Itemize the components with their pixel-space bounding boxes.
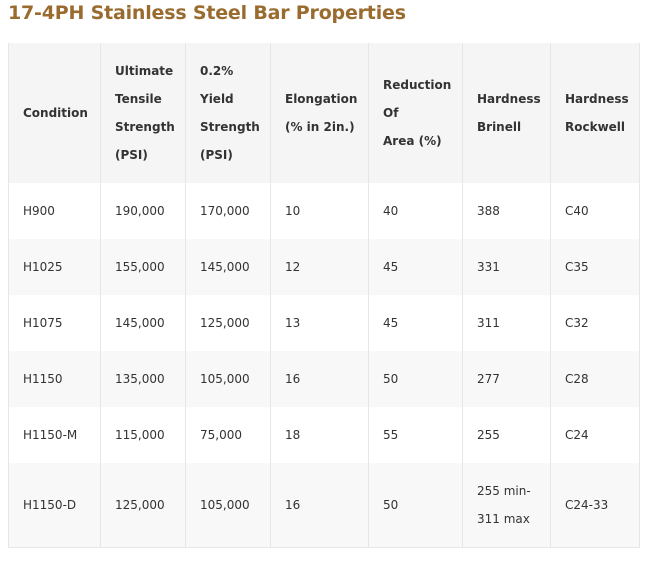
cell-elongation: 12 — [270, 239, 369, 295]
table-row: H1150-M 115,000 75,000 18 55 255 C24 — [8, 407, 640, 463]
cell-condition: H900 — [8, 183, 101, 239]
cell-line: 311 max — [477, 512, 530, 526]
column-header-yield-strength: 0.2% Yield Strength (PSI) — [185, 43, 271, 183]
cell-line: 331 — [477, 260, 500, 274]
cell-hardness-rockwell: C40 — [550, 183, 640, 239]
cell-yield-strength: 125,000 — [185, 295, 271, 351]
column-header-hardness-rockwell: Hardness Rockwell — [550, 43, 640, 183]
cell-hardness-brinell: 331 — [462, 239, 551, 295]
column-header-line: Of — [383, 106, 399, 120]
cell-elongation: 16 — [270, 463, 369, 548]
table-row: H1150-D 125,000 105,000 16 50 255 min- 311 max… — [8, 463, 640, 548]
table-body: H900 190,000 170,000 10 40 388 C40 H1025 155,000… — [8, 183, 640, 548]
cell-ultimate-tensile-strength: 125,000 — [100, 463, 186, 548]
cell-reduction-of-area: 50 — [368, 463, 463, 548]
cell-condition: H1025 — [8, 239, 101, 295]
cell-hardness-rockwell: C24 — [550, 407, 640, 463]
page-title: 17-4PH Stainless Steel Bar Properties — [8, 2, 406, 24]
cell-hardness-brinell: 311 — [462, 295, 551, 351]
column-header-line: (PSI) — [200, 148, 233, 162]
header-row: Condition Ultimate Tensile Strength (PSI) 0.2… — [8, 43, 640, 183]
cell-reduction-of-area: 45 — [368, 239, 463, 295]
properties-table: Condition Ultimate Tensile Strength (PSI) 0.2… — [8, 43, 640, 548]
cell-yield-strength: 105,000 — [185, 463, 271, 548]
column-header-elongation: Elongation (% in 2in.) — [270, 43, 369, 183]
table-row: H1150 135,000 105,000 16 50 277 C28 — [8, 351, 640, 407]
column-header-line: Elongation — [285, 92, 358, 106]
column-header-line: Strength — [200, 120, 260, 134]
table-row: H1025 155,000 145,000 12 45 331 C35 — [8, 239, 640, 295]
cell-hardness-brinell: 255 min- 311 max — [462, 463, 551, 548]
cell-condition: H1075 — [8, 295, 101, 351]
cell-condition: H1150-D — [8, 463, 101, 548]
column-header-line: (% in 2in.) — [285, 120, 355, 134]
cell-elongation: 13 — [270, 295, 369, 351]
column-header-line: Area (%) — [383, 134, 442, 148]
column-header-ultimate-tensile-strength: Ultimate Tensile Strength (PSI) — [100, 43, 186, 183]
column-header-line: Strength — [115, 120, 175, 134]
cell-reduction-of-area: 40 — [368, 183, 463, 239]
column-header-line: Brinell — [477, 120, 522, 134]
cell-hardness-brinell: 277 — [462, 351, 551, 407]
cell-elongation: 18 — [270, 407, 369, 463]
cell-ultimate-tensile-strength: 145,000 — [100, 295, 186, 351]
column-header-line: (PSI) — [115, 148, 148, 162]
cell-hardness-rockwell: C32 — [550, 295, 640, 351]
column-header-reduction-of-area: Reduction Of Area (%) — [368, 43, 463, 183]
column-header-condition: Condition — [8, 43, 101, 183]
cell-hardness-rockwell: C28 — [550, 351, 640, 407]
cell-ultimate-tensile-strength: 115,000 — [100, 407, 186, 463]
table-row: H900 190,000 170,000 10 40 388 C40 — [8, 183, 640, 239]
cell-line: 255 min- — [477, 484, 531, 498]
column-header-line: Hardness — [565, 92, 629, 106]
cell-line: 388 — [477, 204, 500, 218]
column-header-line: Hardness — [477, 92, 541, 106]
cell-yield-strength: 170,000 — [185, 183, 271, 239]
column-header-line: Rockwell — [565, 120, 626, 134]
cell-line: 311 — [477, 316, 500, 330]
cell-line: 255 — [477, 428, 500, 442]
cell-ultimate-tensile-strength: 135,000 — [100, 351, 186, 407]
column-header-line: Yield — [200, 92, 234, 106]
column-header-line: Condition — [23, 106, 88, 120]
cell-reduction-of-area: 55 — [368, 407, 463, 463]
table-row: H1075 145,000 125,000 13 45 311 C32 — [8, 295, 640, 351]
column-header-line: 0.2% — [200, 64, 234, 78]
cell-yield-strength: 145,000 — [185, 239, 271, 295]
cell-elongation: 16 — [270, 351, 369, 407]
cell-hardness-brinell: 388 — [462, 183, 551, 239]
table-header: Condition Ultimate Tensile Strength (PSI) 0.2… — [8, 43, 640, 183]
cell-line: 277 — [477, 372, 500, 386]
cell-condition: H1150 — [8, 351, 101, 407]
cell-ultimate-tensile-strength: 190,000 — [100, 183, 186, 239]
cell-condition: H1150-M — [8, 407, 101, 463]
cell-reduction-of-area: 45 — [368, 295, 463, 351]
cell-elongation: 10 — [270, 183, 369, 239]
cell-reduction-of-area: 50 — [368, 351, 463, 407]
column-header-line: Tensile — [115, 92, 162, 106]
column-header-hardness-brinell: Hardness Brinell — [462, 43, 551, 183]
column-header-line: Ultimate — [115, 64, 174, 78]
cell-yield-strength: 75,000 — [185, 407, 271, 463]
cell-hardness-brinell: 255 — [462, 407, 551, 463]
cell-hardness-rockwell: C24-33 — [550, 463, 640, 548]
cell-hardness-rockwell: C35 — [550, 239, 640, 295]
cell-yield-strength: 105,000 — [185, 351, 271, 407]
cell-ultimate-tensile-strength: 155,000 — [100, 239, 186, 295]
column-header-line: Reduction — [383, 78, 452, 92]
